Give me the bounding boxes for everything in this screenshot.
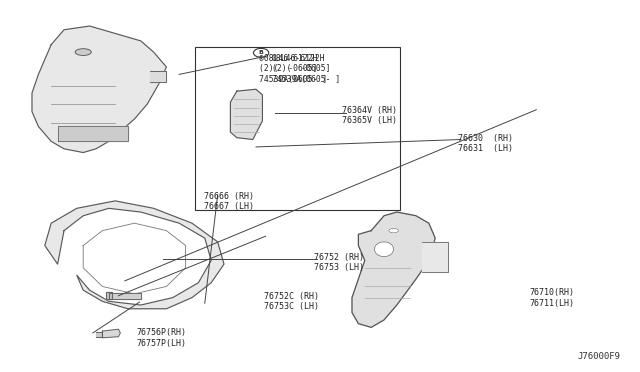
Bar — [109, 293, 141, 299]
Polygon shape — [422, 242, 448, 272]
Polygon shape — [83, 223, 186, 294]
Polygon shape — [32, 26, 166, 153]
Ellipse shape — [374, 242, 394, 257]
Ellipse shape — [388, 228, 398, 233]
Text: 76666 (RH)
76667 (LH): 76666 (RH) 76667 (LH) — [204, 192, 253, 211]
Bar — [109, 293, 141, 299]
Polygon shape — [45, 201, 224, 309]
Polygon shape — [58, 126, 128, 141]
Text: 76710(RH)
76711(LH): 76710(RH) 76711(LH) — [530, 288, 575, 308]
Text: 08L46-6122H
(2)(  -0605]
74539A(0605- ]: 08L46-6122H (2)( -0605] 74539A(0605- ] — [272, 54, 340, 84]
Text: 76756P(RH)
76757P(LH): 76756P(RH) 76757P(LH) — [136, 328, 186, 347]
Text: J76000F9: J76000F9 — [578, 352, 621, 361]
Text: ®08L46-6122H
(2)(  -0605]
74539A(0605- ]: ®08L46-6122H (2)( -0605] 74539A(0605- ] — [259, 54, 328, 84]
Text: 76752 (RH)
76753 (LH): 76752 (RH) 76753 (LH) — [314, 253, 364, 272]
Polygon shape — [96, 332, 102, 337]
Polygon shape — [150, 71, 166, 82]
Ellipse shape — [76, 49, 92, 55]
Text: B: B — [259, 49, 264, 55]
Polygon shape — [352, 212, 435, 327]
Text: 76364V (RH)
76365V (LH): 76364V (RH) 76365V (LH) — [342, 106, 397, 125]
Bar — [195, 46, 400, 210]
Polygon shape — [230, 89, 262, 140]
Bar — [106, 292, 112, 299]
Bar — [106, 292, 112, 299]
Polygon shape — [102, 329, 120, 338]
Text: 76752C (RH)
76753C (LH): 76752C (RH) 76753C (LH) — [264, 292, 319, 311]
Text: 76630  (RH)
76631  (LH): 76630 (RH) 76631 (LH) — [458, 134, 513, 153]
